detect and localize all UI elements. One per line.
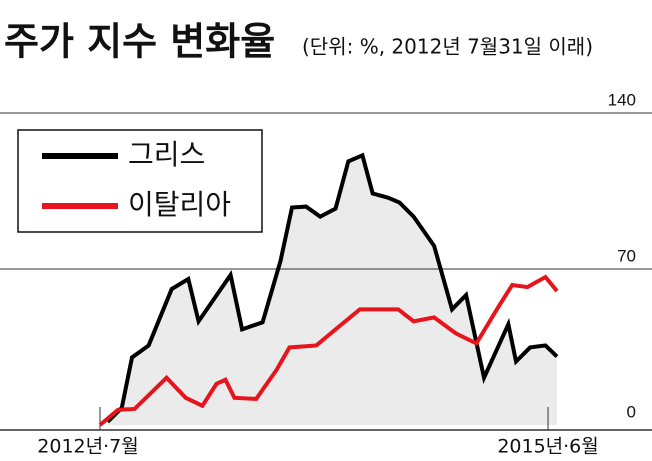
area — [107, 155, 558, 426]
y-tick-label: 140 — [608, 90, 636, 109]
x-tick-label: 2015년·6월 — [497, 436, 598, 458]
x-tick-label: 2012년·7월 — [37, 436, 138, 458]
y-tick-label: 0 — [627, 402, 636, 421]
legend-label: 그리스 — [128, 138, 205, 171]
chart-subtitle: (단위: %, 2012년 7월31일 이래) — [302, 35, 593, 59]
line — [106, 152, 559, 424]
y-tick-label: 70 — [617, 246, 636, 265]
chart-title: 주가 지수 변화율 — [4, 20, 275, 64]
line — [98, 274, 559, 427]
legend-box — [17, 129, 263, 233]
legend-label: 이탈리아 — [128, 188, 231, 221]
